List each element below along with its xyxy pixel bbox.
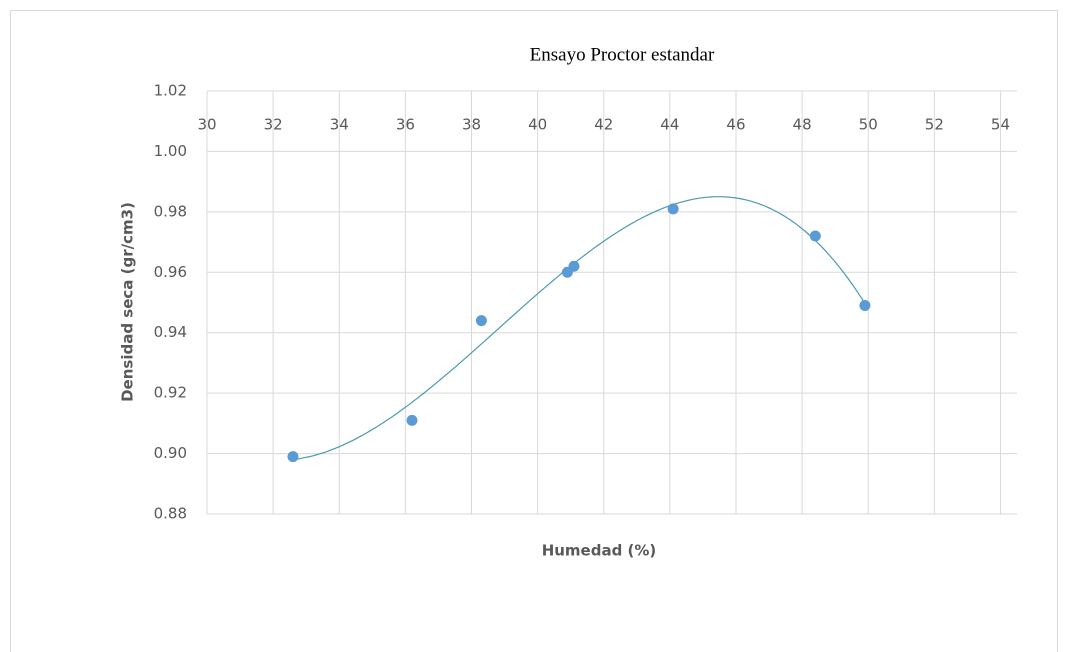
- y-axis-title: Densidad seca (gr/cm3): [119, 202, 137, 402]
- point: [809, 230, 821, 242]
- point: [475, 315, 487, 327]
- y-tick-label: 0.88: [154, 505, 187, 523]
- y-tick-label: 1.00: [154, 142, 187, 160]
- x-tick-label: 54: [991, 116, 1010, 134]
- y-tick-label: 1.02: [154, 82, 187, 100]
- point: [667, 203, 679, 215]
- x-axis-title: Humedad (%): [542, 542, 657, 560]
- x-tick-label: 30: [197, 116, 216, 134]
- x-tick-label: 42: [594, 116, 613, 134]
- x-tick-label: 40: [528, 116, 547, 134]
- y-tick-label: 0.98: [154, 202, 187, 220]
- y-tick-label: 0.90: [154, 444, 187, 462]
- chart-border: [10, 10, 1058, 652]
- point: [287, 451, 299, 463]
- trendline: [292, 196, 866, 461]
- x-tick-label: 32: [264, 116, 283, 134]
- y-tick-label: 0.94: [154, 323, 187, 341]
- x-tick-label: 52: [925, 116, 944, 134]
- x-tick-label: 44: [660, 116, 679, 134]
- y-tick-label: 0.92: [154, 384, 187, 402]
- point: [568, 260, 580, 272]
- x-tick-label: 48: [793, 116, 812, 134]
- x-tick-label: 50: [859, 116, 878, 134]
- x-tick-label: 34: [330, 116, 349, 134]
- chart-title: Ensayo Proctor estandar: [530, 44, 715, 65]
- x-tick-label: 46: [726, 116, 745, 134]
- point: [859, 300, 871, 312]
- y-tick-label: 0.96: [154, 263, 187, 281]
- point: [406, 414, 418, 426]
- x-tick-label: 38: [462, 116, 481, 134]
- x-tick-label: 36: [396, 116, 415, 134]
